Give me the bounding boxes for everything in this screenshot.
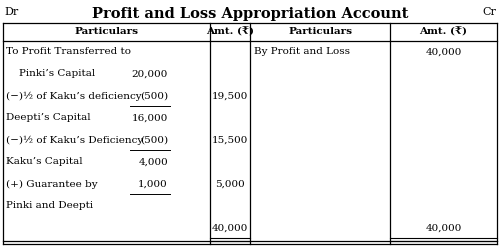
Text: Profit and Loss Appropriation Account: Profit and Loss Appropriation Account	[92, 7, 408, 21]
Text: Particulars: Particulars	[288, 27, 352, 37]
Text: To Profit Transferred to: To Profit Transferred to	[6, 47, 131, 56]
Text: (−)½ of Kaku’s Deficiency: (−)½ of Kaku’s Deficiency	[6, 135, 143, 145]
Text: 40,000: 40,000	[212, 224, 248, 233]
Text: 5,000: 5,000	[215, 179, 245, 188]
Text: 4,000: 4,000	[138, 158, 168, 167]
Text: (500): (500)	[140, 91, 168, 101]
Text: 1,000: 1,000	[138, 179, 168, 188]
Text: 15,500: 15,500	[212, 136, 248, 144]
Text: Kaku’s Capital: Kaku’s Capital	[6, 158, 82, 167]
Text: Dr: Dr	[4, 7, 18, 17]
Text: 40,000: 40,000	[426, 224, 462, 233]
Text: Particulars: Particulars	[74, 27, 138, 37]
Text: Deepti’s Capital: Deepti’s Capital	[6, 113, 90, 122]
Text: Cr: Cr	[482, 7, 496, 17]
Text: 40,000: 40,000	[426, 47, 462, 56]
Text: Amt. (₹): Amt. (₹)	[206, 27, 254, 37]
Text: (−)½ of Kaku’s deficiency: (−)½ of Kaku’s deficiency	[6, 91, 141, 101]
Text: By Profit and Loss: By Profit and Loss	[254, 47, 350, 56]
Text: Pinki’s Capital: Pinki’s Capital	[6, 70, 95, 79]
Text: (+) Guarantee by: (+) Guarantee by	[6, 179, 98, 188]
Text: (500): (500)	[140, 136, 168, 144]
Text: 19,500: 19,500	[212, 91, 248, 101]
Text: Pinki and Deepti: Pinki and Deepti	[6, 202, 93, 210]
Text: 16,000: 16,000	[132, 113, 168, 122]
Text: Amt. (₹): Amt. (₹)	[420, 27, 468, 37]
Text: 20,000: 20,000	[132, 70, 168, 79]
